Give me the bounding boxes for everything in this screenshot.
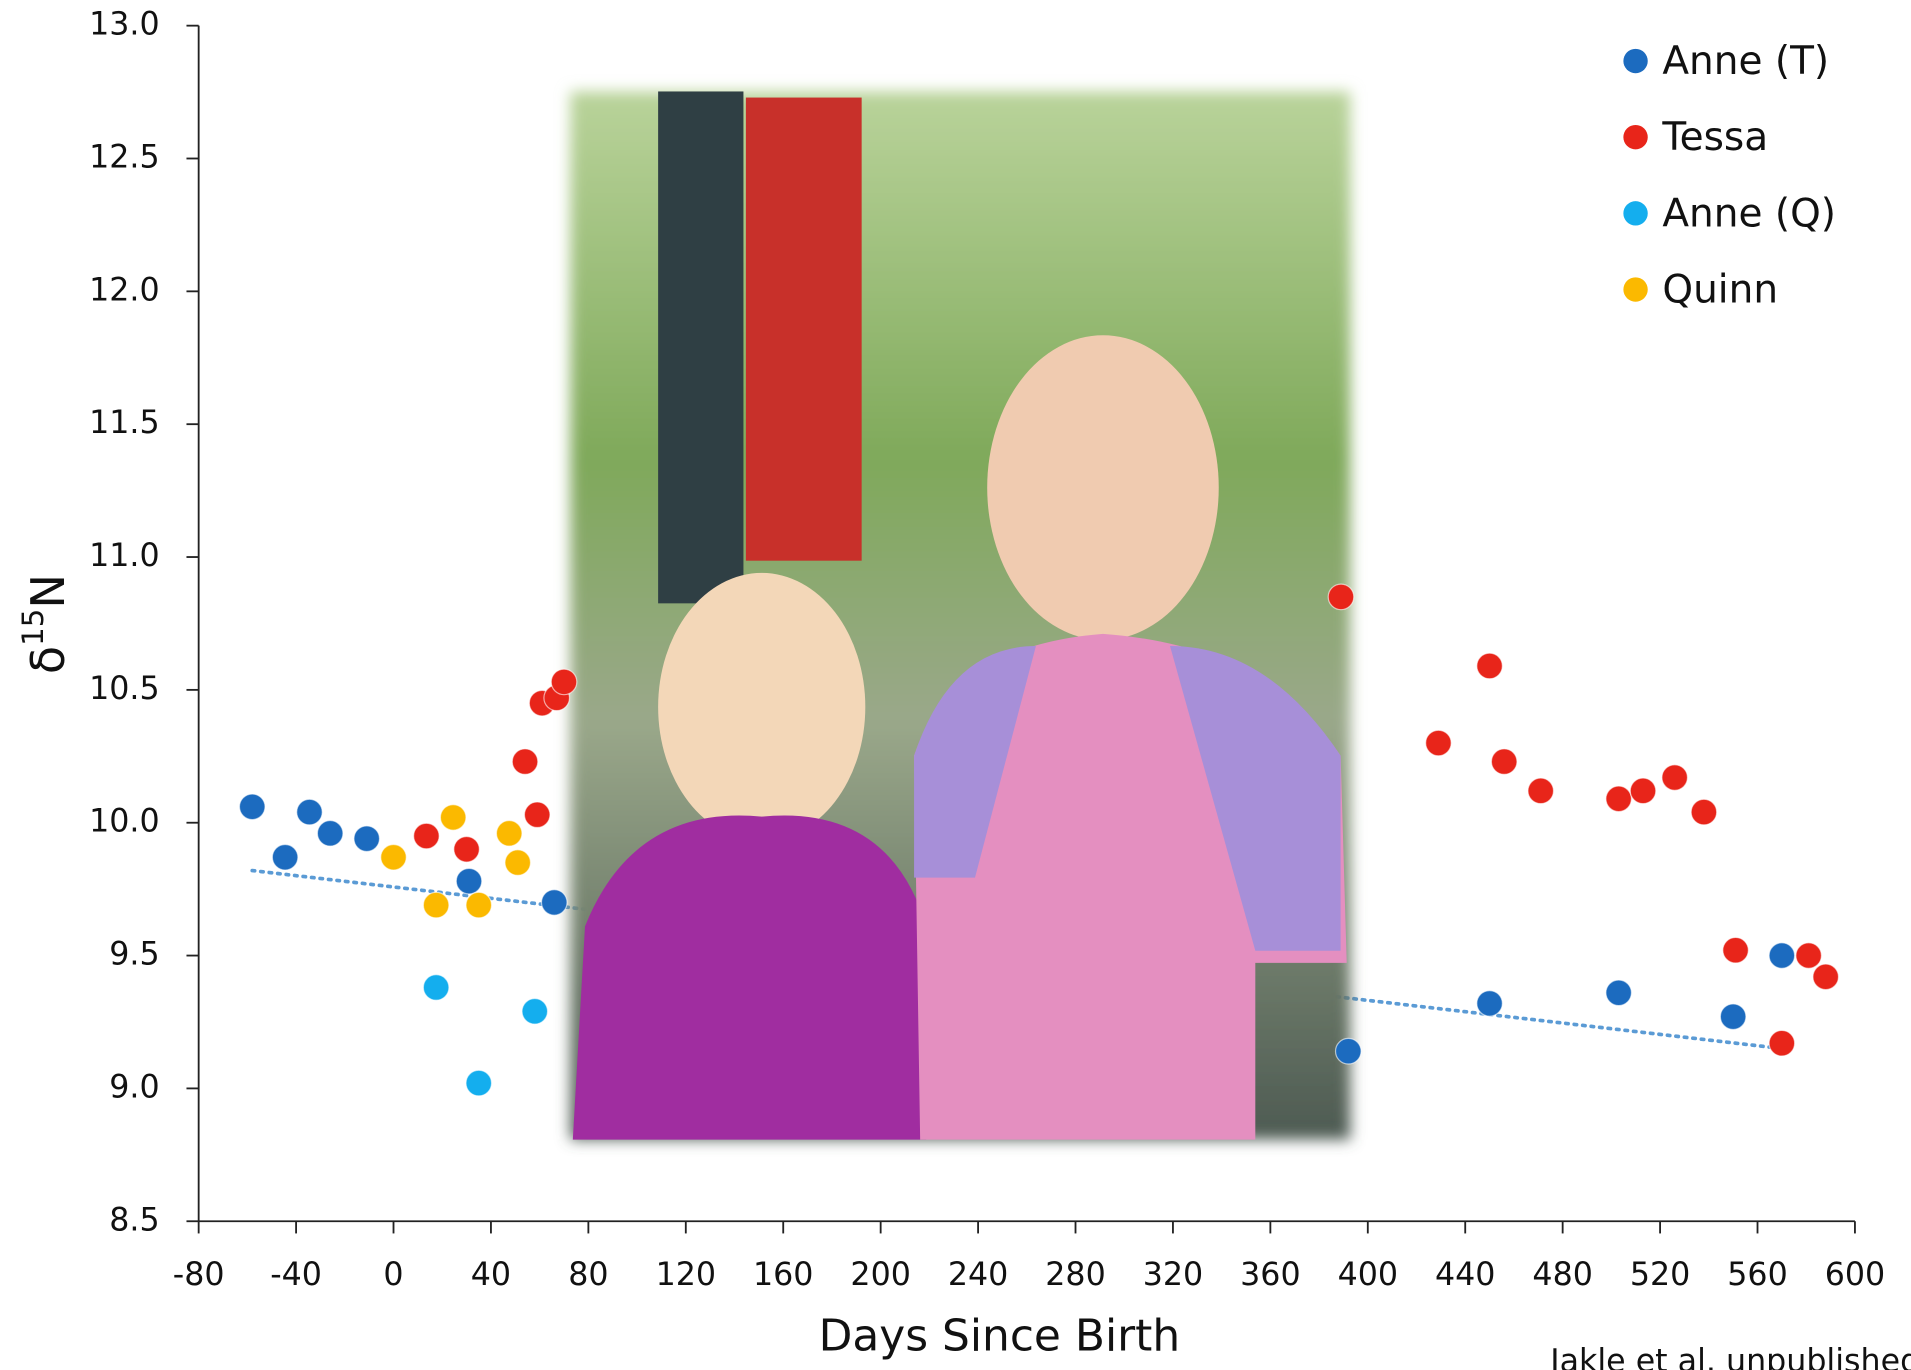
x-tick-label: 160 <box>753 1257 813 1293</box>
credit: Jakle et al. unpublished <box>1548 1344 1911 1370</box>
point <box>1426 730 1452 756</box>
point <box>505 850 531 876</box>
point <box>551 669 577 695</box>
point <box>272 844 298 870</box>
point <box>1477 653 1503 679</box>
point <box>454 836 480 862</box>
point <box>466 1070 492 1096</box>
y-tick-label: 12.0 <box>89 272 160 308</box>
x-tick-label: 480 <box>1532 1257 1592 1293</box>
point <box>423 975 449 1001</box>
point <box>414 823 440 849</box>
y-tick-label: 11.5 <box>89 405 160 441</box>
legend-marker <box>1623 49 1647 73</box>
x-tick-label: 40 <box>471 1257 511 1293</box>
y-tick-label: 13.0 <box>89 7 160 43</box>
point <box>1606 980 1632 1006</box>
legend-label: Quinn <box>1662 267 1778 312</box>
point <box>512 749 538 775</box>
point <box>522 999 548 1025</box>
x-tick-label: 280 <box>1045 1257 1105 1293</box>
y-axis-title-base: δ <box>21 646 75 674</box>
legend-label: Anne (Q) <box>1662 191 1836 236</box>
point <box>440 805 466 831</box>
point <box>496 821 522 847</box>
y-axis-title: δ15N <box>16 574 75 674</box>
legend-marker <box>1623 201 1647 225</box>
point <box>1477 991 1503 1017</box>
legend-label: Tessa <box>1661 115 1768 160</box>
x-tick-label: 200 <box>850 1257 910 1293</box>
point <box>1796 943 1822 969</box>
y-tick-label: 12.5 <box>89 140 160 176</box>
x-tick-label: 240 <box>948 1257 1008 1293</box>
chart: 8.5 9.0 9.5 10.0 10.5 11.0 11.5 12.0 12.5 13.0 -80… <box>0 0 1911 1370</box>
legend-label: Anne (T) <box>1662 39 1829 84</box>
point <box>1720 1004 1746 1030</box>
point <box>1328 584 1354 610</box>
x-tick-label: 360 <box>1240 1257 1300 1293</box>
x-tick-label: 600 <box>1825 1257 1885 1293</box>
y-tick-label: 10.5 <box>89 671 160 707</box>
point <box>1769 943 1795 969</box>
point <box>1491 749 1517 775</box>
y-axis-title-rest: N <box>21 574 75 609</box>
point <box>1769 1030 1795 1056</box>
point <box>381 844 407 870</box>
x-tick-label: 0 <box>383 1257 403 1293</box>
x-tick-label: 440 <box>1435 1257 1495 1293</box>
point <box>1606 786 1632 812</box>
y-tick-label: 11.0 <box>89 538 160 574</box>
x-tick-label: -80 <box>173 1257 225 1293</box>
y-tick-label: 9.5 <box>109 937 159 973</box>
legend-marker <box>1623 125 1647 149</box>
point <box>1723 937 1749 963</box>
point <box>1662 765 1688 791</box>
x-tick-label: -40 <box>270 1257 322 1293</box>
point <box>1336 1038 1362 1064</box>
point <box>1630 778 1656 804</box>
x-tick-label: 320 <box>1143 1257 1203 1293</box>
point <box>541 890 567 916</box>
y-tick-label: 9.0 <box>109 1069 159 1105</box>
point <box>456 868 482 894</box>
point <box>524 802 550 828</box>
point <box>466 892 492 918</box>
x-tick-label: 520 <box>1630 1257 1690 1293</box>
photo <box>570 91 1350 1139</box>
y-tick-label: 8.5 <box>109 1202 159 1238</box>
y-tick-label: 10.0 <box>89 804 160 840</box>
legend-marker <box>1623 277 1647 301</box>
point <box>354 826 380 852</box>
point <box>297 799 323 825</box>
x-axis-title: Days Since Birth <box>819 1310 1181 1361</box>
point <box>423 892 449 918</box>
point <box>239 794 265 820</box>
point <box>1691 799 1717 825</box>
y-axis-title-sup: 15 <box>16 609 50 646</box>
point <box>1528 778 1554 804</box>
x-tick-label: 560 <box>1727 1257 1787 1293</box>
x-tick-label: 120 <box>656 1257 716 1293</box>
x-tick-label: 400 <box>1338 1257 1398 1293</box>
point <box>1813 964 1839 990</box>
page: {"chart_data": {"type": "scatter", "xlab… <box>0 0 1911 1370</box>
point <box>317 821 343 847</box>
x-tick-label: 80 <box>568 1257 608 1293</box>
